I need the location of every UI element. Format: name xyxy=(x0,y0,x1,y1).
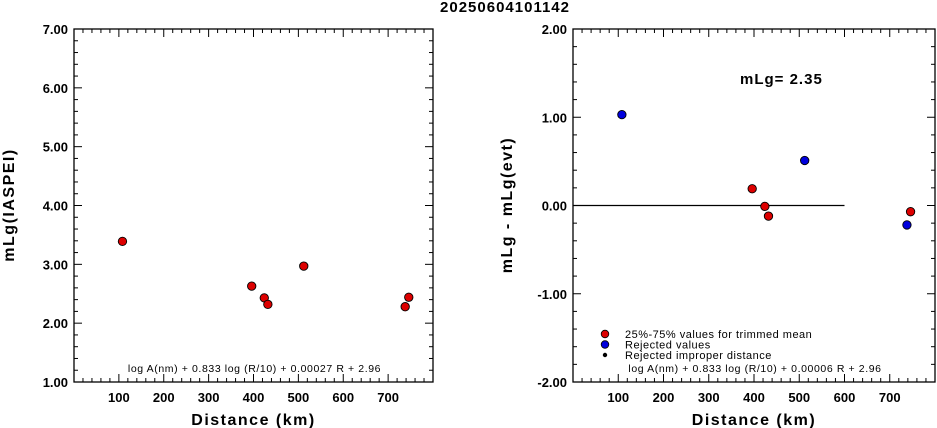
data-point-trimmed xyxy=(247,281,257,291)
y-tick-label: 2.00 xyxy=(542,22,567,37)
y-tick-label: 1.00 xyxy=(542,110,567,125)
y-tick-label: 1.00 xyxy=(43,375,68,390)
y-tick-label: 3.00 xyxy=(43,257,68,272)
legend-marker xyxy=(600,329,610,339)
x-tick-label: 600 xyxy=(332,390,354,405)
data-point-trimmed xyxy=(763,211,774,221)
chart-panel-2: 100 200 300 400 500 600 700 -2.00 -1.00 0.00 1.00 2… xyxy=(499,22,936,428)
data-point-trimmed xyxy=(905,207,916,217)
y-tick-label: -2.00 xyxy=(537,375,567,390)
data-point-trimmed xyxy=(747,184,757,194)
x-tick-label: 600 xyxy=(834,390,856,405)
data-point-rejected xyxy=(902,220,912,230)
x-axis-label: Distance (km) xyxy=(191,412,315,428)
y-tick-label: -1.00 xyxy=(537,287,567,302)
x-tick-label: 200 xyxy=(153,390,175,405)
data-point-rejected xyxy=(617,109,627,120)
x-axis-label: Distance (km) xyxy=(692,412,816,428)
legend-entry: Rejected improper distance xyxy=(625,350,772,362)
y-tick-label: 0.00 xyxy=(542,199,567,214)
y-tick-label: 6.00 xyxy=(43,81,68,96)
x-tick-label: 100 xyxy=(607,390,629,405)
y-tick-label: 7.00 xyxy=(43,22,68,37)
y-axis-label: mLg(IASPEI) xyxy=(1,148,18,261)
legend-entry: Rejected values xyxy=(625,340,711,352)
x-tick-label: 500 xyxy=(288,390,310,405)
data-point-trimmed xyxy=(404,292,414,302)
y-axis-label: mLg - mLg(evt) xyxy=(499,137,516,274)
plot-frame xyxy=(73,28,434,383)
data-point-rejected xyxy=(800,155,810,166)
x-tick-label: 200 xyxy=(653,390,675,405)
x-tick-label: 100 xyxy=(108,390,130,405)
formula-text: log A(nm) + 0.833 log (R/10) + 0.00006 R… xyxy=(628,363,881,375)
x-tick-label: 400 xyxy=(243,390,265,405)
x-tick-label: 300 xyxy=(698,390,720,405)
data-point-trimmed xyxy=(263,299,273,309)
event-magnitude-annotation: mLg= 2.35 xyxy=(740,71,823,88)
data-point-trimmed xyxy=(400,302,410,312)
legend-marker xyxy=(602,352,608,358)
legend-marker xyxy=(600,340,610,349)
x-tick-label: 300 xyxy=(198,390,220,405)
data-point-trimmed xyxy=(760,201,770,212)
data-point-trimmed xyxy=(117,236,128,247)
x-tick-label: 700 xyxy=(377,390,399,405)
x-tick-label: 400 xyxy=(743,390,765,405)
y-tick-label: 2.00 xyxy=(43,316,68,331)
formula-text: log A(nm) + 0.833 log (R/10) + 0.00027 R… xyxy=(128,363,381,375)
data-point-trimmed xyxy=(299,261,309,271)
y-tick-label: 4.00 xyxy=(43,199,68,214)
chart-panel-1: 100 200 300 400 500 600 700 1.00 2.00 3.00 4.00 5.0… xyxy=(1,22,434,428)
figure-title: 20250604101142 xyxy=(440,0,570,16)
x-tick-label: 500 xyxy=(788,390,810,405)
legend-entry: 25%-75% values for trimmed mean xyxy=(625,329,812,341)
x-tick-label: 700 xyxy=(879,390,901,405)
y-tick-label: 5.00 xyxy=(43,140,68,155)
